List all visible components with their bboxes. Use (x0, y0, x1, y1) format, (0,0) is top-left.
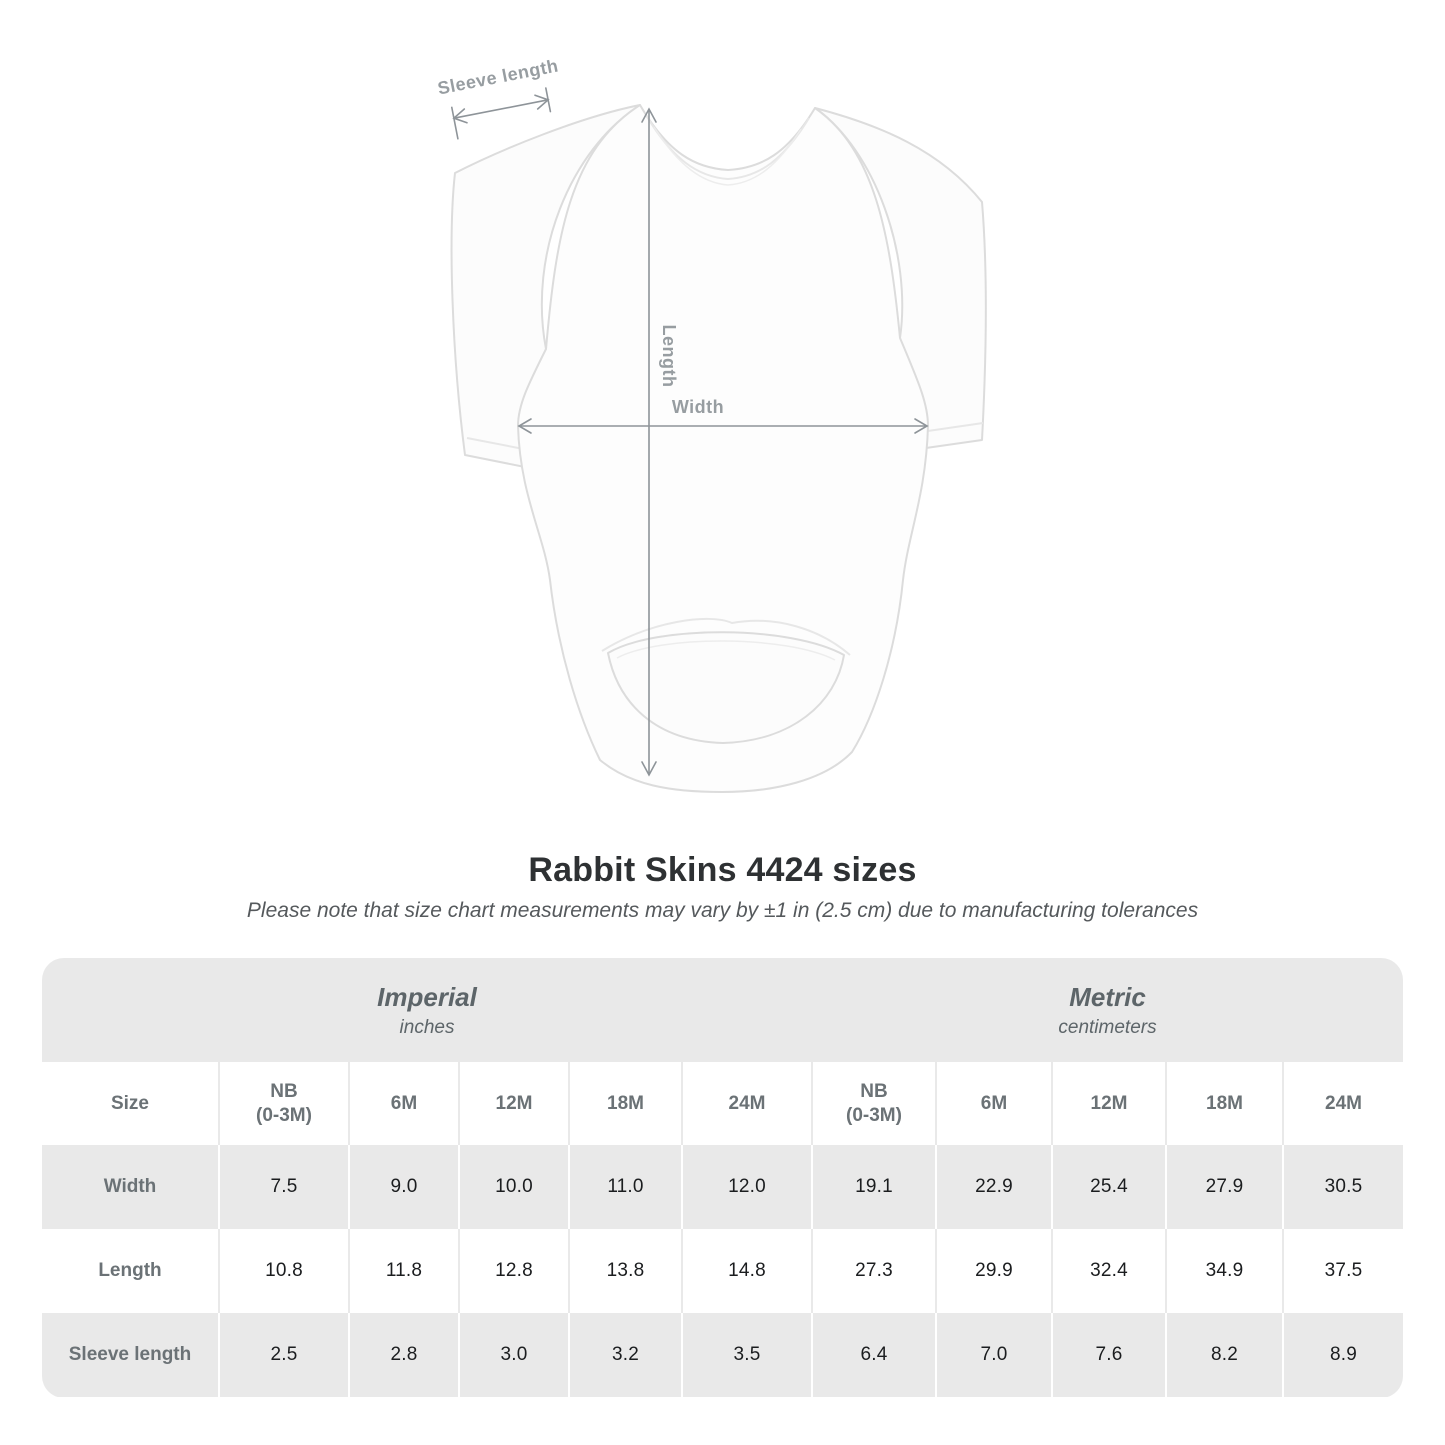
imperial-unit: inches (399, 1016, 455, 1038)
imperial-section-header: Imperial inches (42, 958, 812, 1062)
cell-value: 7.6 (1051, 1313, 1166, 1397)
column-header: 12M (458, 1062, 569, 1145)
row-label: Width (103, 1176, 157, 1197)
row-label: Length (98, 1260, 162, 1281)
cell-value: 11.8 (348, 1229, 459, 1313)
sleeve-length-arrow (450, 87, 552, 140)
cell-value: 25.4 (1051, 1145, 1166, 1229)
row-label: Sleeve length (68, 1344, 192, 1365)
sleeve-length-label: Sleeve length (436, 55, 560, 98)
imperial-label: Imperial (377, 981, 477, 1012)
cell-value: 3.2 (568, 1313, 682, 1397)
metric-section-header: Metric centimeters (812, 958, 1403, 1062)
cell-value: 7.0 (935, 1313, 1052, 1397)
cell-value: 2.8 (348, 1313, 459, 1397)
cell-value: 3.0 (458, 1313, 569, 1397)
cell-value: 22.9 (935, 1145, 1052, 1229)
table-row-length: Length 10.8 11.8 12.8 13.8 14.8 27.3 29.9 32.4 34… (42, 1229, 1403, 1313)
cell-value: 14.8 (681, 1229, 812, 1313)
column-header: NB (0-3M) (218, 1062, 349, 1145)
cell-value: 19.1 (811, 1145, 936, 1229)
page-subtitle: Please note that size chart measurements… (246, 899, 1199, 922)
table-row-width: Width 7.5 9.0 10.0 11.0 12.0 19.1 22.9 25.4 27.9 3… (42, 1145, 1403, 1229)
column-header: 24M (681, 1062, 812, 1145)
column-header: 12M (1051, 1062, 1166, 1145)
column-header: 18M (1165, 1062, 1283, 1145)
cell-value: 2.5 (218, 1313, 349, 1397)
column-header: 6M (348, 1062, 459, 1145)
column-header: 6M (935, 1062, 1052, 1145)
cell-value: 32.4 (1051, 1229, 1166, 1313)
units-band: Imperial inches Metric centimeters (42, 958, 1403, 1062)
length-label: Length (659, 325, 679, 388)
cell-value: 27.3 (811, 1229, 936, 1313)
cell-value: 8.2 (1165, 1313, 1283, 1397)
column-header-row: Size NB (0-3M) 6M 12M 18M 24M NB (0-3M) 6M 12M 18M… (42, 1062, 1403, 1145)
width-label: Width (672, 397, 724, 417)
bodysuit-torso (517, 104, 929, 793)
bodysuit-illustration: Sleeve length Length Width (436, 55, 987, 793)
cell-value: 10.8 (218, 1229, 349, 1313)
size-column-header: Size (42, 1062, 219, 1145)
cell-value: 3.5 (681, 1313, 812, 1397)
page-title: Rabbit Skins 4424 sizes (528, 851, 917, 889)
cell-value: 6.4 (811, 1313, 936, 1397)
size-chart-table: Imperial inches Metric centimeters Size … (42, 958, 1403, 1398)
cell-value: 12.0 (681, 1145, 812, 1229)
cell-value: 27.9 (1165, 1145, 1283, 1229)
cell-value: 12.8 (458, 1229, 569, 1313)
table-row-sleeve-length: Sleeve length 2.5 2.8 3.0 3.2 3.5 6.4 7.0 7.6 8.2… (42, 1313, 1403, 1397)
length-arrow (641, 107, 657, 777)
cell-value: 30.5 (1282, 1145, 1403, 1229)
cell-value: 37.5 (1282, 1229, 1403, 1313)
cell-value: 10.0 (458, 1145, 569, 1229)
metric-label: Metric (1069, 981, 1146, 1012)
cell-value: 34.9 (1165, 1229, 1283, 1313)
width-arrow (517, 418, 929, 434)
metric-unit: centimeters (1058, 1016, 1157, 1038)
cell-value: 9.0 (348, 1145, 459, 1229)
column-header: NB (0-3M) (811, 1062, 936, 1145)
cell-value: 8.9 (1282, 1313, 1403, 1397)
column-header: 24M (1282, 1062, 1403, 1145)
cell-value: 29.9 (935, 1229, 1052, 1313)
column-header: 18M (568, 1062, 682, 1145)
size-table: Size NB (0-3M) 6M 12M 18M 24M NB (0-3M) 6M 12M 18M… (42, 1062, 1403, 1397)
cell-value: 13.8 (568, 1229, 682, 1313)
cell-value: 11.0 (568, 1145, 682, 1229)
cell-value: 7.5 (218, 1145, 349, 1229)
